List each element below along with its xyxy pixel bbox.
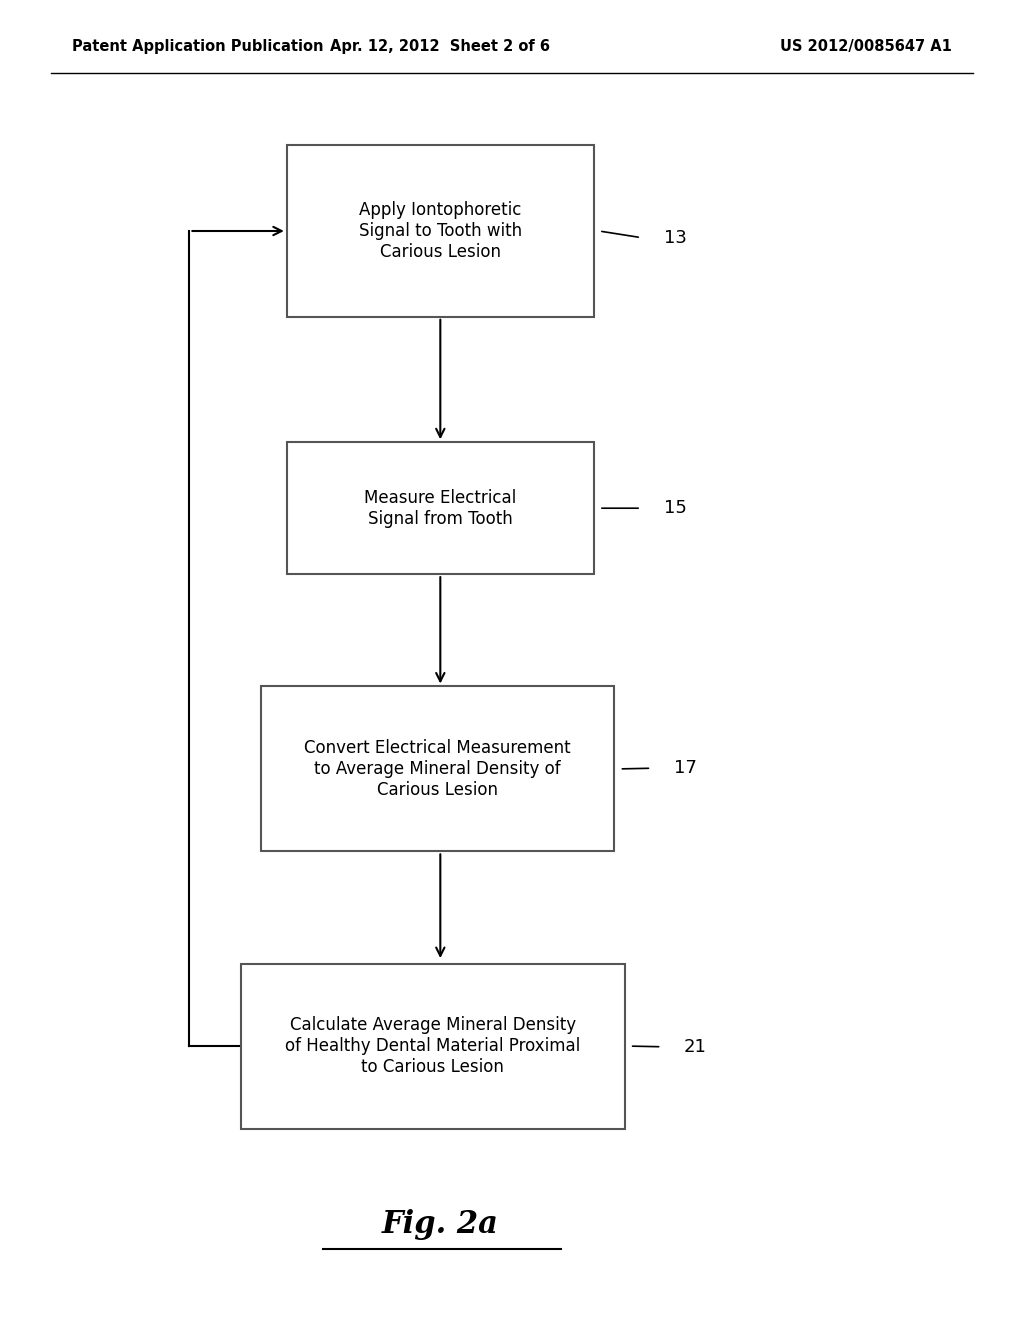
- Text: Apr. 12, 2012  Sheet 2 of 6: Apr. 12, 2012 Sheet 2 of 6: [331, 38, 550, 54]
- FancyBboxPatch shape: [241, 964, 625, 1129]
- FancyBboxPatch shape: [287, 442, 594, 574]
- Text: 15: 15: [664, 499, 686, 517]
- Text: 21: 21: [684, 1038, 707, 1056]
- Text: Patent Application Publication: Patent Application Publication: [72, 38, 324, 54]
- Text: 13: 13: [664, 228, 686, 247]
- FancyBboxPatch shape: [287, 145, 594, 317]
- Text: Convert Electrical Measurement
to Average Mineral Density of
Carious Lesion: Convert Electrical Measurement to Averag…: [304, 739, 571, 799]
- FancyBboxPatch shape: [261, 686, 614, 851]
- Text: US 2012/0085647 A1: US 2012/0085647 A1: [780, 38, 952, 54]
- Text: Fig. 2a: Fig. 2a: [382, 1209, 499, 1241]
- Text: Calculate Average Mineral Density
of Healthy Dental Material Proximal
to Carious: Calculate Average Mineral Density of Hea…: [285, 1016, 581, 1076]
- Text: Apply Iontophoretic
Signal to Tooth with
Carious Lesion: Apply Iontophoretic Signal to Tooth with…: [358, 201, 522, 261]
- Text: 17: 17: [674, 759, 696, 777]
- Text: Measure Electrical
Signal from Tooth: Measure Electrical Signal from Tooth: [365, 488, 516, 528]
